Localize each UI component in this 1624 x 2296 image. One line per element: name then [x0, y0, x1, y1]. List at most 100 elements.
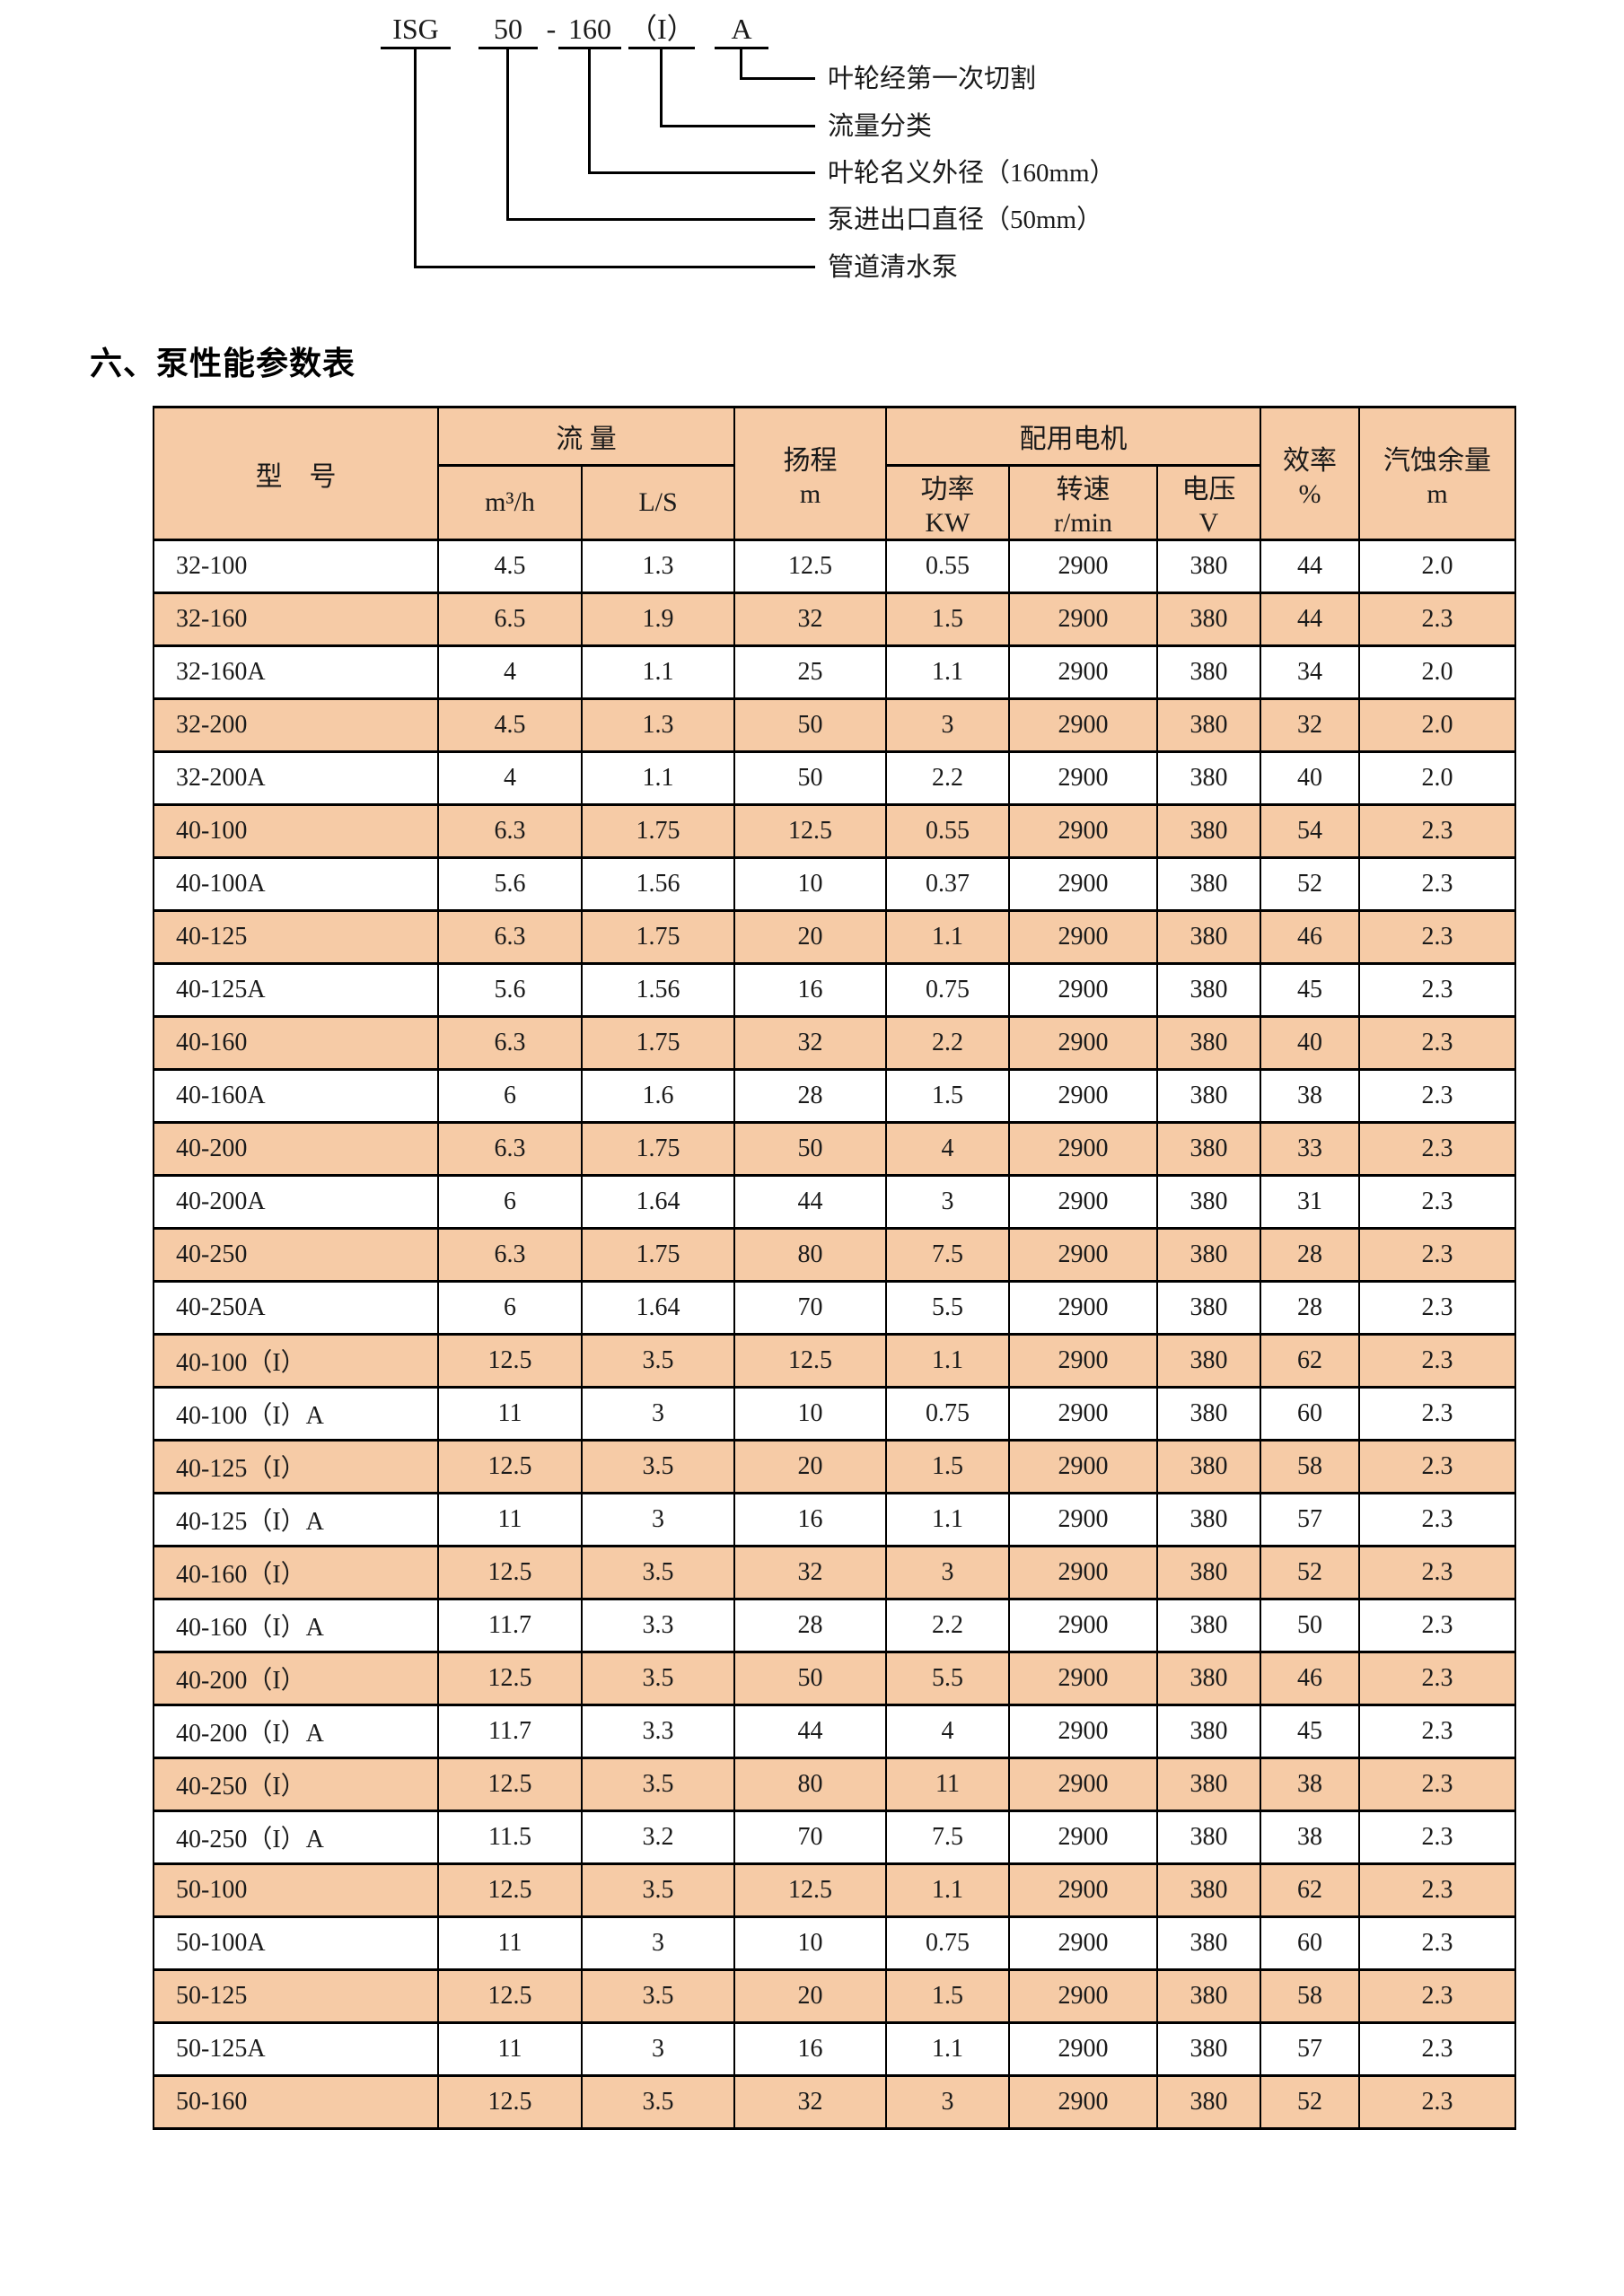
cell-flow-m3h: 4.5	[437, 539, 583, 594]
cell-power: 5.5	[885, 1280, 1010, 1336]
cell-head: 12.5	[733, 1862, 887, 1918]
cell-flow-ls: 3.5	[581, 1757, 735, 1812]
cell-head: 32	[733, 1545, 887, 1600]
cell-flow-ls: 1.75	[581, 1015, 735, 1071]
cell-model: 40-200（I）A	[153, 1704, 439, 1759]
cell-flow-m3h: 6	[437, 1174, 583, 1230]
cell-efficiency: 45	[1260, 962, 1361, 1018]
table-header: 型 号 流 量 扬程 m 配用电机 效率 % 汽蚀余量 m m³/h L/S	[153, 406, 1517, 541]
header-voltage: 电压 V	[1155, 464, 1262, 541]
header-head: 扬程 m	[733, 406, 887, 541]
cell-efficiency: 34	[1260, 644, 1361, 700]
cell-power: 2.2	[885, 1598, 1010, 1653]
cell-npsh: 2.3	[1358, 1862, 1517, 1918]
cell-flow-m3h: 12.5	[437, 1968, 583, 2024]
cell-power: 0.37	[885, 856, 1010, 912]
cell-npsh: 2.3	[1358, 1492, 1517, 1547]
cell-power: 4	[885, 1121, 1010, 1177]
cell-efficiency: 44	[1260, 592, 1361, 647]
cell-model: 40-250A	[153, 1280, 439, 1336]
cell-model: 40-250（I）	[153, 1757, 439, 1812]
cell-flow-ls: 1.56	[581, 962, 735, 1018]
table-row: 40-160（I） 12.5 3.5 32 3 2900 380 52 2.3	[153, 1545, 1517, 1600]
cell-head: 80	[733, 1227, 887, 1283]
cell-flow-ls: 1.64	[581, 1280, 735, 1336]
cell-flow-m3h: 12.5	[437, 1333, 583, 1389]
cell-speed: 2900	[1008, 592, 1158, 647]
cell-flow-ls: 3.5	[581, 1651, 735, 1706]
cell-head: 70	[733, 1810, 887, 1865]
cell-power: 0.75	[885, 962, 1010, 1018]
diagram-label-cut: 叶轮经第一次切割	[828, 65, 1037, 93]
diagram-label-diameter: 泵进出口直径（50mm）	[828, 206, 1103, 234]
cell-speed: 2900	[1008, 1333, 1158, 1389]
cell-voltage: 380	[1155, 539, 1262, 594]
connector-line	[740, 49, 742, 80]
cell-npsh: 2.0	[1358, 697, 1517, 753]
cell-power: 1.1	[885, 2021, 1010, 2077]
cell-npsh: 2.3	[1358, 1121, 1517, 1177]
header-speed: 转速 r/min	[1008, 464, 1158, 541]
cell-voltage: 380	[1155, 1704, 1262, 1759]
table-row: 40-200（I） 12.5 3.5 50 5.5 2900 380 46 2.…	[153, 1651, 1517, 1706]
cell-power: 1.1	[885, 1862, 1010, 1918]
cell-voltage: 380	[1155, 1333, 1262, 1389]
table-row: 50-160 12.5 3.5 32 3 2900 380 52 2.3	[153, 2074, 1517, 2130]
header-speed-unit: r/min	[1054, 508, 1112, 538]
cell-head: 28	[733, 1598, 887, 1653]
table-row: 40-100（I）A 11 3 10 0.75 2900 380 60 2.3	[153, 1386, 1517, 1442]
cell-npsh: 2.3	[1358, 856, 1517, 912]
cell-voltage: 380	[1155, 1386, 1262, 1442]
header-flow-m3h: m³/h	[437, 464, 583, 541]
cell-npsh: 2.3	[1358, 909, 1517, 965]
cell-head: 70	[733, 1280, 887, 1336]
table-body: 32-100 4.5 1.3 12.5 0.55 2900 380 44 2.0…	[153, 539, 1517, 2130]
cell-flow-m3h: 6.3	[437, 909, 583, 965]
cell-npsh: 2.0	[1358, 644, 1517, 700]
cell-head: 12.5	[733, 1333, 887, 1389]
cell-speed: 2900	[1008, 1862, 1158, 1918]
table-row: 40-200（I）A 11.7 3.3 44 4 2900 380 45 2.3	[153, 1704, 1517, 1759]
cell-flow-ls: 1.75	[581, 803, 735, 859]
section-title: 六、泵性能参数表	[90, 346, 356, 382]
cell-flow-m3h: 12.5	[437, 1862, 583, 1918]
cell-npsh: 2.3	[1358, 962, 1517, 1018]
cell-flow-ls: 3.5	[581, 1862, 735, 1918]
cell-voltage: 380	[1155, 1862, 1262, 1918]
cell-efficiency: 45	[1260, 1704, 1361, 1759]
cell-flow-m3h: 5.6	[437, 962, 583, 1018]
code-part-impeller: 160	[558, 11, 621, 49]
cell-head: 16	[733, 2021, 887, 2077]
table-row: 32-200A 4 1.1 50 2.2 2900 380 40 2.0	[153, 750, 1517, 806]
table-row: 40-100A 5.6 1.56 10 0.37 2900 380 52 2.3	[153, 856, 1517, 912]
cell-model: 40-160（I）	[153, 1545, 439, 1600]
cell-speed: 2900	[1008, 1598, 1158, 1653]
cell-efficiency: 58	[1260, 1968, 1361, 2024]
cell-flow-ls: 3.2	[581, 1810, 735, 1865]
cell-model: 40-200	[153, 1121, 439, 1177]
cell-flow-m3h: 5.6	[437, 856, 583, 912]
cell-flow-m3h: 4	[437, 644, 583, 700]
cell-efficiency: 46	[1260, 909, 1361, 965]
header-efficiency-label: 效率	[1283, 445, 1338, 476]
cell-speed: 2900	[1008, 539, 1158, 594]
header-flow-group: 流 量	[437, 406, 735, 467]
cell-speed: 2900	[1008, 2074, 1158, 2130]
cell-model: 40-200（I）	[153, 1651, 439, 1706]
cell-npsh: 2.3	[1358, 1704, 1517, 1759]
cell-flow-ls: 3	[581, 1492, 735, 1547]
cell-speed: 2900	[1008, 1968, 1158, 2024]
cell-power: 7.5	[885, 1810, 1010, 1865]
cell-npsh: 2.3	[1358, 1915, 1517, 1971]
cell-npsh: 2.3	[1358, 1386, 1517, 1442]
table-row: 40-100（I） 12.5 3.5 12.5 1.1 2900 380 62 …	[153, 1333, 1517, 1389]
header-motor-group: 配用电机	[884, 406, 1262, 467]
cell-model: 40-125（I）A	[153, 1492, 439, 1547]
header-speed-label: 转速	[1056, 475, 1110, 504]
connector-line	[414, 49, 417, 268]
cell-power: 2.2	[885, 750, 1010, 806]
cell-power: 7.5	[885, 1227, 1010, 1283]
cell-voltage: 380	[1155, 644, 1262, 700]
cell-head: 16	[733, 1492, 887, 1547]
cell-npsh: 2.3	[1358, 1439, 1517, 1494]
